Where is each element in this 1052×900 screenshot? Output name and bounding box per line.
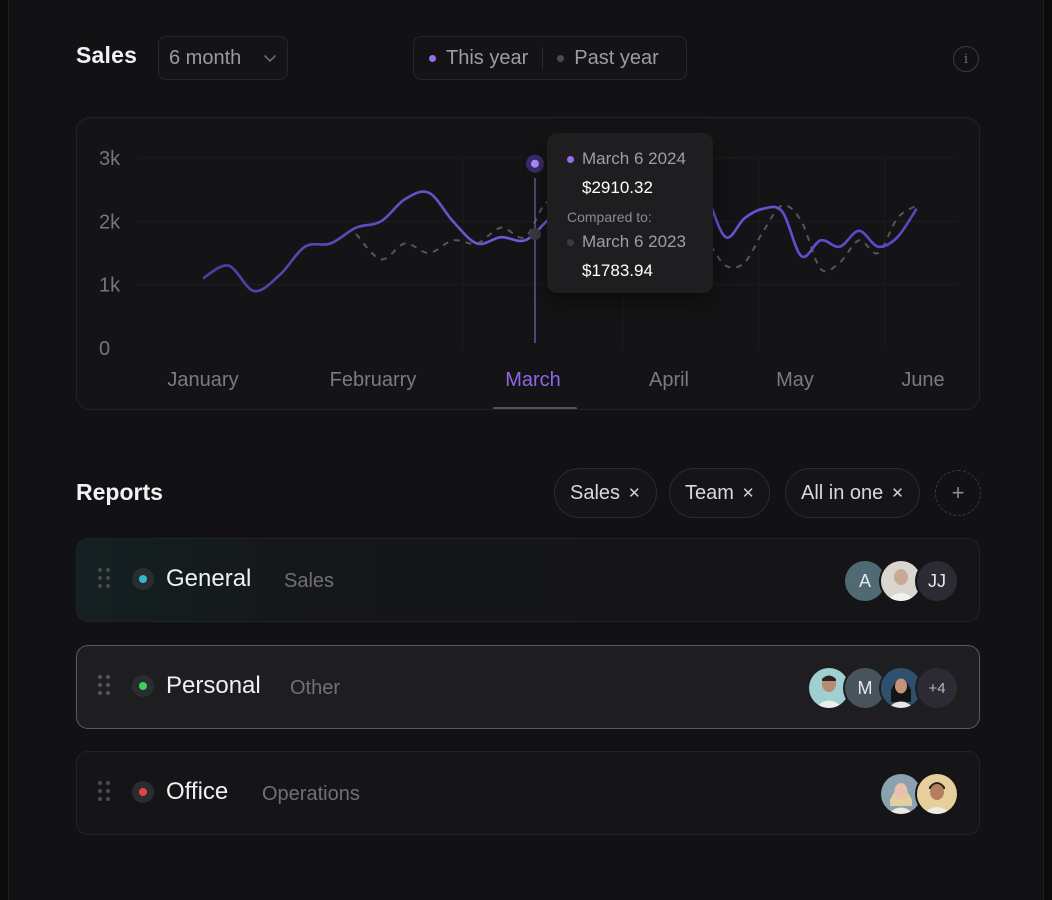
- x-tick-label: January: [167, 369, 238, 391]
- drag-handle-icon[interactable]: [97, 567, 111, 589]
- sales-title: Sales: [76, 42, 138, 68]
- plus-icon[interactable]: +: [935, 470, 981, 516]
- report-category: Other: [290, 677, 341, 699]
- avatar[interactable]: [807, 666, 851, 710]
- x-tick-label: Februarry: [330, 369, 417, 391]
- filter-chip-all-in-one[interactable]: All in one ✕: [785, 468, 920, 518]
- avatar-group: A JJ: [843, 559, 959, 603]
- series-legend: This year Past year: [413, 36, 687, 80]
- x-tick-label: April: [649, 369, 689, 391]
- avatar[interactable]: JJ: [915, 559, 959, 603]
- filter-chip-label: Team: [685, 481, 734, 504]
- status-indicator: [132, 781, 154, 803]
- tooltip-compare-date-row: March 6 2023: [567, 232, 713, 252]
- legend-label-past-year: Past year: [574, 46, 659, 69]
- avatar[interactable]: [879, 559, 923, 603]
- info-icon[interactable]: i: [953, 46, 979, 72]
- active-month-indicator: [493, 407, 577, 409]
- report-category: Operations: [262, 783, 360, 805]
- legend-item-past-year[interactable]: Past year: [557, 46, 659, 70]
- dot-this-year: [429, 54, 436, 62]
- report-name: Personal: [166, 672, 261, 699]
- drag-handle-icon[interactable]: [97, 674, 111, 696]
- tooltip-compared-label: Compared to:: [567, 209, 652, 225]
- y-tick-label: 1k: [99, 275, 121, 297]
- sales-dashboard: Sales 6 month This year Past year i 0 1k 2…: [8, 0, 1044, 900]
- tooltip-dot-this-year: [567, 155, 574, 163]
- dot-past-year: [557, 54, 565, 62]
- close-icon[interactable]: ✕: [891, 485, 904, 502]
- hover-point-this-year: [531, 159, 539, 168]
- avatar-group: M +4: [807, 666, 959, 710]
- filter-chip-team[interactable]: Team ✕: [669, 468, 771, 518]
- report-row-general[interactable]: General Sales A JJ: [76, 538, 980, 622]
- avatar-overflow-count[interactable]: +4: [915, 666, 959, 710]
- report-category: Sales: [284, 570, 335, 592]
- legend-item-this-year[interactable]: This year: [429, 47, 528, 70]
- x-tick-label: June: [901, 369, 944, 391]
- drag-handle-icon[interactable]: [97, 780, 111, 802]
- tooltip-date-row: March 6 2024: [567, 149, 713, 169]
- status-indicator: [132, 675, 154, 697]
- tooltip-compare-value: $1783.94: [582, 261, 653, 280]
- avatar-group: [879, 772, 959, 816]
- filter-chip-label: Sales: [570, 481, 621, 504]
- tooltip-compare-date: March 6 2023: [582, 232, 686, 251]
- x-tick-label: May: [776, 369, 814, 391]
- report-row-office[interactable]: Office Operations: [76, 751, 980, 835]
- close-icon[interactable]: ✕: [741, 485, 755, 502]
- chart-tooltip: March 6 2024 $2910.32 Compared to: March…: [547, 133, 713, 293]
- avatar[interactable]: [915, 772, 959, 816]
- period-select-value: 6 month: [169, 46, 242, 69]
- report-name: General: [166, 565, 252, 592]
- tooltip-date: March 6 2024: [582, 149, 686, 168]
- legend-divider: [542, 47, 544, 69]
- tooltip-dot-past-year: [567, 238, 574, 246]
- legend-label-this-year: This year: [446, 46, 529, 69]
- sales-chart: 0 1k 2k 3k January Februarry March April May June: [76, 117, 980, 410]
- chart-plot: 0 1k 2k 3k January Februarry March April May June: [99, 148, 957, 409]
- report-row-personal[interactable]: Personal Other M +4: [76, 645, 980, 729]
- tooltip-value: $2910.32: [582, 178, 653, 197]
- x-tick-label: March: [505, 369, 561, 391]
- hover-point-past-year: [529, 228, 541, 240]
- close-icon[interactable]: ✕: [628, 485, 641, 502]
- avatar[interactable]: [879, 666, 923, 710]
- chevron-down-icon: [264, 55, 276, 63]
- y-tick-label: 2k: [99, 211, 121, 233]
- filter-chip-label: All in one: [801, 481, 884, 504]
- filter-chip-sales[interactable]: Sales ✕: [554, 468, 657, 518]
- y-tick-label: 0: [99, 338, 110, 360]
- status-indicator: [132, 568, 154, 590]
- reports-title: Reports: [76, 479, 163, 505]
- report-name: Office: [166, 778, 229, 805]
- period-select[interactable]: 6 month: [158, 36, 288, 80]
- y-tick-label: 3k: [99, 148, 121, 170]
